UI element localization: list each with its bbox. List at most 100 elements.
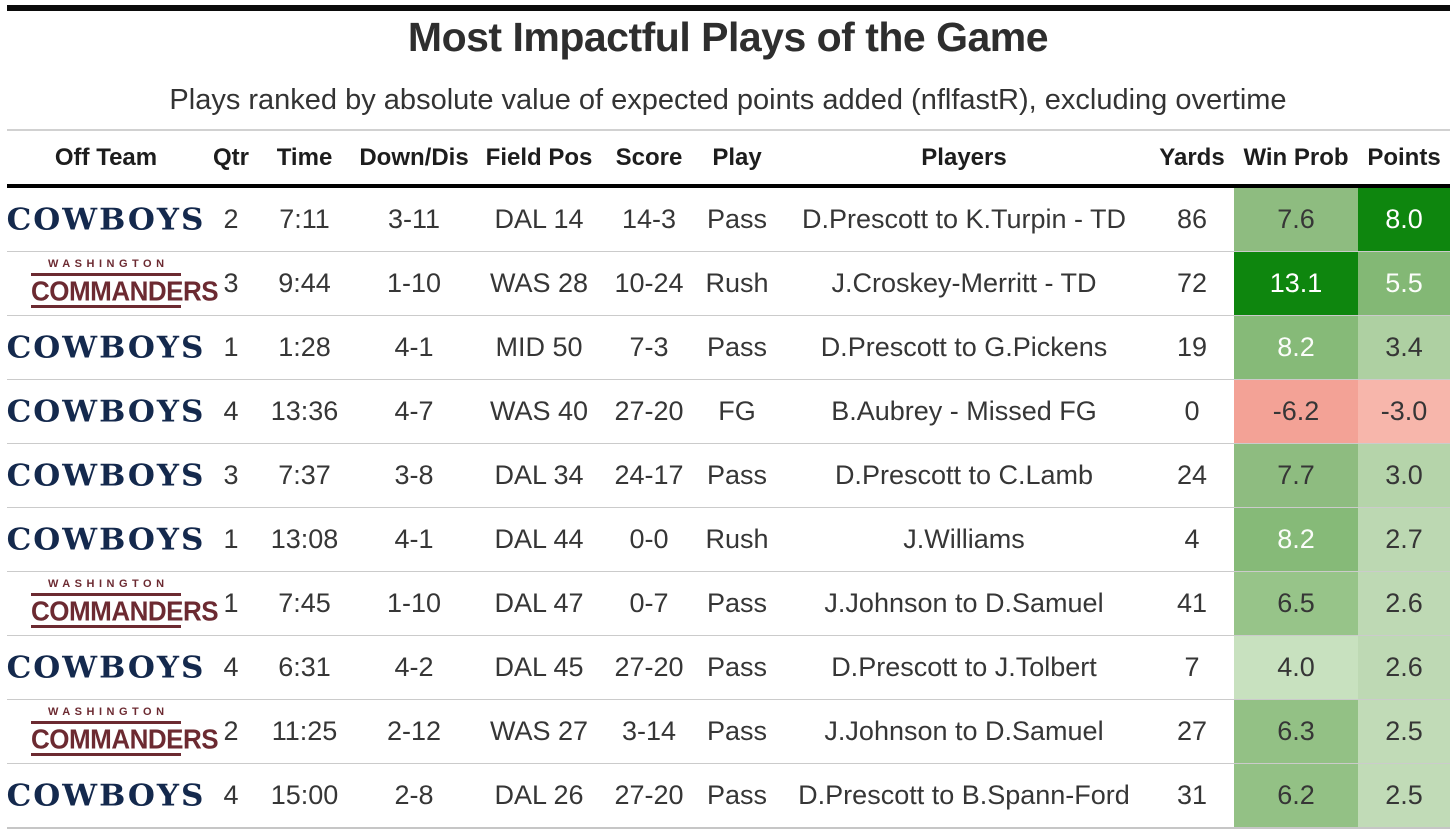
- table-body: COWBOYS 2 7:11 3-11 DAL 14 14-3 Pass D.Prescott…: [7, 188, 1450, 829]
- cell-time: 1:28: [278, 332, 331, 362]
- cell-yards: 41: [1176, 588, 1208, 618]
- column-header-team: Off Team: [54, 143, 158, 171]
- cell-win_prob: 6.2: [1234, 764, 1358, 827]
- cell-down_dis: 2-12: [386, 716, 442, 746]
- cell-time: 7:37: [278, 460, 331, 490]
- cell-down_dis: 3-11: [387, 204, 441, 234]
- table-row: COWBOYS 1 13:08 4-1 DAL 44 0-0 Rush J.Williams 4…: [7, 508, 1450, 572]
- cell-down_dis: 4-1: [394, 332, 434, 362]
- cell-qtr: 2: [223, 716, 239, 746]
- cell-field_pos: DAL 14: [494, 204, 584, 234]
- column-header-field_pos: Field Pos: [485, 143, 593, 171]
- cell-team: COWBOYS: [7, 316, 205, 379]
- commanders-logo: WASHINGTON COMMANDERS: [31, 259, 219, 308]
- cell-qtr: 4: [223, 396, 239, 426]
- cell-play: Pass: [706, 652, 768, 682]
- cell-players: D.Prescott to G.Pickens: [820, 332, 1108, 362]
- commanders-logo-name: COMMANDERS: [31, 275, 219, 307]
- column-header-play: Play: [712, 143, 762, 171]
- cell-down_dis: 1-10: [386, 268, 442, 298]
- commanders-logo-bar: [31, 753, 181, 756]
- column-header-players: Players: [921, 143, 1007, 171]
- cell-players: D.Prescott to K.Turpin - TD: [801, 204, 1127, 234]
- cell-field_pos: DAL 44: [494, 524, 584, 554]
- cell-points: 2.5: [1358, 700, 1450, 763]
- cell-time: 13:36: [270, 396, 339, 426]
- column-header-score: Score: [615, 143, 683, 171]
- page-title: Most Impactful Plays of the Game: [407, 14, 1049, 60]
- cell-field_pos: MID 50: [495, 332, 583, 362]
- cell-team: WASHINGTON COMMANDERS: [7, 252, 219, 315]
- cell-points: 2.6: [1358, 636, 1450, 699]
- cell-team: COWBOYS: [7, 764, 205, 827]
- cell-play: Pass: [706, 588, 768, 618]
- cell-score: 7-3: [629, 332, 669, 362]
- cell-team: WASHINGTON COMMANDERS: [7, 572, 219, 635]
- cell-yards: 0: [1184, 396, 1200, 426]
- table-row: WASHINGTON COMMANDERS 3 9:44 1-10 WAS 28 10-24…: [7, 252, 1450, 316]
- cell-players: J.Croskey-Merritt - TD: [831, 268, 1097, 298]
- table-row: COWBOYS 2 7:11 3-11 DAL 14 14-3 Pass D.Prescott…: [7, 188, 1450, 252]
- cell-qtr: 3: [223, 268, 239, 298]
- cell-players: D.Prescott to B.Spann-Ford: [798, 780, 1130, 810]
- cell-win_prob: 4.0: [1234, 636, 1358, 699]
- cell-points: 3.0: [1358, 444, 1450, 507]
- cell-win_prob: 7.7: [1234, 444, 1358, 507]
- cell-time: 11:25: [271, 716, 338, 746]
- cell-time: 13:08: [270, 524, 339, 554]
- commanders-logo: WASHINGTON COMMANDERS: [31, 578, 219, 628]
- cell-qtr: 4: [223, 652, 239, 682]
- cell-down_dis: 4-7: [394, 396, 434, 426]
- table-row: COWBOYS 1 1:28 4-1 MID 50 7-3 Pass D.Prescott t…: [7, 316, 1450, 380]
- cell-points: 2.5: [1358, 764, 1450, 827]
- cell-team: COWBOYS: [7, 508, 205, 571]
- cell-yards: 86: [1176, 204, 1208, 234]
- cell-qtr: 4: [223, 780, 239, 810]
- cell-win_prob: 13.1: [1234, 252, 1358, 315]
- cell-play: Pass: [706, 780, 768, 810]
- cell-down_dis: 4-1: [394, 524, 434, 554]
- cowboys-logo: COWBOYS: [6, 394, 206, 429]
- cell-qtr: 3: [223, 460, 239, 490]
- cell-players: D.Prescott to J.Tolbert: [831, 652, 1097, 682]
- cowboys-logo: COWBOYS: [6, 778, 206, 813]
- cell-points: 3.4: [1358, 316, 1450, 379]
- cell-score: 24-17: [614, 460, 684, 490]
- cell-play: Rush: [705, 268, 769, 298]
- table-row: COWBOYS 4 15:00 2-8 DAL 26 27-20 Pass D.Prescot…: [7, 764, 1450, 829]
- cell-win_prob: 8.2: [1234, 316, 1358, 379]
- cell-score: 10-24: [614, 268, 684, 298]
- cell-time: 15:00: [270, 780, 339, 810]
- cell-time: 7:45: [278, 588, 331, 618]
- cell-score: 27-20: [614, 396, 684, 426]
- cell-qtr: 1: [223, 332, 239, 362]
- cell-play: Pass: [706, 332, 768, 362]
- commanders-logo-city: WASHINGTON: [47, 578, 169, 590]
- cell-players: J.Johnson to D.Samuel: [824, 716, 1104, 746]
- cowboys-logo: COWBOYS: [6, 202, 206, 237]
- cell-win_prob: 7.6: [1234, 188, 1358, 251]
- impact-table: Off Team Qtr Time Down/Dis Field Pos Score Pla…: [7, 129, 1450, 829]
- cell-field_pos: WAS 27: [489, 716, 589, 746]
- cell-down_dis: 2-8: [394, 780, 434, 810]
- cell-time: 7:11: [279, 204, 330, 234]
- column-header-yards: Yards: [1159, 143, 1225, 171]
- cell-team: COWBOYS: [7, 636, 205, 699]
- column-header-qtr: Qtr: [213, 143, 249, 171]
- cell-score: 27-20: [614, 780, 684, 810]
- cell-points: -3.0: [1358, 380, 1450, 443]
- cell-yards: 72: [1176, 268, 1208, 298]
- cell-score: 27-20: [614, 652, 684, 682]
- commanders-logo-name: COMMANDERS: [31, 723, 219, 755]
- table-row: COWBOYS 3 7:37 3-8 DAL 34 24-17 Pass D.Prescott…: [7, 444, 1450, 508]
- cell-qtr: 1: [223, 524, 239, 554]
- cell-win_prob: 6.5: [1234, 572, 1358, 635]
- cell-players: J.Johnson to D.Samuel: [824, 588, 1104, 618]
- cell-score: 0-0: [629, 524, 669, 554]
- cell-field_pos: DAL 45: [494, 652, 584, 682]
- commanders-logo-bar: [31, 593, 181, 596]
- cell-win_prob: 8.2: [1234, 508, 1358, 571]
- cowboys-logo: COWBOYS: [6, 458, 206, 493]
- cell-team: COWBOYS: [7, 444, 205, 507]
- commanders-logo-bar: [31, 721, 181, 724]
